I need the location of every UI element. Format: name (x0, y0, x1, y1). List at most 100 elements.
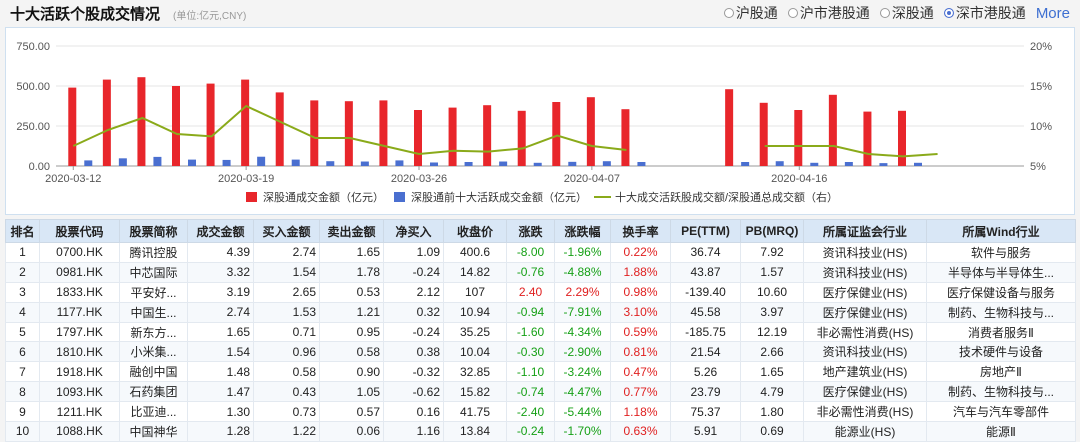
table-cell: 1797.HK (39, 321, 120, 343)
table-cell: -185.75 (670, 321, 741, 343)
table-cell: 中国神华 (119, 421, 188, 442)
table-cell: 1211.HK (39, 401, 120, 423)
table-cell: 0.73 (253, 401, 320, 423)
table-cell: 非必需性消费(HS) (803, 401, 927, 423)
table-row[interactable]: 2 0981.HK 中芯国际 3.32 1.54 1.78 -0.24 14.82 -0.76-… (5, 261, 1076, 283)
column-header[interactable]: 涨跌 (506, 219, 555, 243)
table-cell: 腾讯控股 (119, 242, 188, 263)
table-cell: 0.63% (610, 421, 671, 442)
table-cell: 新东方... (119, 321, 188, 343)
column-header[interactable]: PE(TTM) (670, 219, 741, 243)
column-header[interactable]: 所属Wind行业 (926, 219, 1076, 243)
table-row[interactable]: 4 1177.HK 中国生... 2.74 1.53 1.21 0.32 10.94 -0.94… (5, 301, 1076, 323)
table-cell: 0.38 (383, 341, 444, 363)
table-cell: 房地产Ⅱ (926, 361, 1076, 383)
column-header[interactable]: 净买入 (383, 219, 444, 243)
table-cell: 融创中国 (119, 361, 188, 383)
table-row[interactable]: 6 1810.HK 小米集... 1.54 0.96 0.58 0.38 10.04 -0.30… (5, 341, 1076, 363)
radio-shengutong[interactable]: 深股通 (879, 3, 934, 23)
more-link[interactable]: More (1035, 4, 1070, 22)
radio-dot-selected-icon (943, 8, 954, 18)
table-cell: 8 (5, 381, 40, 403)
y-tick-label-right: 15% (1030, 81, 1052, 93)
bar-top10-turnover (222, 159, 231, 166)
table-cell: -1.60 (506, 321, 555, 343)
table-cell: 1.57 (740, 261, 804, 283)
table-cell: 0.47% (610, 361, 671, 383)
column-header[interactable]: 所属证监会行业 (803, 219, 927, 243)
column-header[interactable]: 卖出金额 (319, 219, 384, 243)
table-cell: 3.19 (187, 281, 254, 303)
table-row[interactable]: 9 1211.HK 比亚迪... 1.30 0.73 0.57 0.16 41.75 -2.40… (5, 401, 1076, 423)
table-cell: 4.79 (740, 381, 804, 403)
bar-top10-turnover (533, 162, 542, 166)
table-cell: 0.58 (253, 361, 320, 383)
table-cell: 45.58 (670, 301, 741, 323)
radio-hugutong[interactable]: 沪股通 (723, 3, 778, 23)
legend-swatch (246, 192, 257, 202)
table-row[interactable]: 8 1093.HK 石药集团 1.47 0.43 1.05 -0.62 15.82 -0.74-… (5, 381, 1076, 403)
table-cell: 1.65 (187, 321, 254, 343)
bar-sz-turnover (759, 102, 768, 166)
y-tick-label-left: 250.00 (16, 121, 50, 133)
table-cell: -2.90% (554, 341, 611, 363)
column-header[interactable]: 换手率 (610, 219, 671, 243)
table-cell: 2.29% (554, 281, 611, 303)
table-row[interactable]: 10 1088.HK 中国神华 1.28 1.22 0.06 1.16 13.84 -0.24-… (5, 421, 1076, 442)
table-cell: 7.92 (740, 242, 804, 263)
bar-sz-turnover (172, 86, 180, 166)
table-cell: -3.24% (554, 361, 611, 383)
column-header[interactable]: 股票简称 (119, 219, 188, 243)
table-cell: 2 (5, 261, 40, 283)
table-cell: 3.32 (187, 261, 254, 283)
table-cell: 2.12 (383, 281, 444, 303)
table-cell: 3.10% (610, 301, 671, 323)
table-cell: 非必需性消费(HS) (803, 321, 927, 343)
table-cell: 13.84 (443, 421, 507, 442)
table-cell: 10.94 (443, 301, 507, 323)
radio-shenshi-ganggutong[interactable]: 深市港股通 (943, 3, 1026, 23)
table-cell: 6 (5, 341, 40, 363)
bar-sz-turnover (206, 83, 215, 166)
bar-top10-turnover (464, 162, 473, 166)
table-row[interactable]: 3 1833.HK 平安好... 3.19 2.65 0.53 2.12 107 2.40 2.2… (5, 281, 1076, 303)
column-header[interactable]: 涨跌幅 (554, 219, 611, 243)
radio-dot-icon (787, 8, 798, 18)
table-cell: -4.47% (554, 381, 611, 403)
table-cell: 36.74 (670, 242, 741, 263)
table-cell: -4.34% (554, 321, 611, 343)
bar-sz-turnover (794, 110, 803, 166)
table-cell: 1918.HK (39, 361, 120, 383)
table-cell: 5 (5, 321, 40, 343)
bar-sz-turnover (241, 79, 250, 166)
table-cell: 0.43 (253, 381, 320, 403)
table-cell: 2.74 (187, 301, 254, 323)
table-cell: 0.58 (319, 341, 384, 363)
bar-top10-turnover (844, 162, 853, 166)
table-cell: 3.97 (740, 301, 804, 323)
table-cell: -1.10 (506, 361, 555, 383)
table-row[interactable]: 5 1797.HK 新东方... 1.65 0.71 0.95 -0.24 35.25 -1.6… (5, 321, 1076, 343)
column-header[interactable]: PB(MRQ) (740, 219, 804, 243)
table-cell: -0.62 (383, 381, 444, 403)
table-row[interactable]: 1 0700.HK 腾讯控股 4.39 2.74 1.65 1.09 400.6 -8.00 -1… (5, 242, 1076, 263)
table-row[interactable]: 7 1918.HK 融创中国 1.48 0.58 0.90 -0.32 32.85 -1.10-… (5, 361, 1076, 383)
unit-note: (单位:亿元,CNY) (173, 11, 247, 22)
radio-dot-icon (879, 8, 890, 18)
table-cell: 软件与服务 (926, 242, 1076, 263)
table-cell: 0.59% (610, 321, 671, 343)
chart-panel: 750.00 500.00 250.00 0.00 20% 15% 10% 5% 2020-03… (5, 27, 1075, 215)
bar-sz-turnover (379, 100, 388, 166)
table-cell: 41.75 (443, 401, 507, 423)
column-header[interactable]: 收盘价 (443, 219, 507, 243)
radio-label: 深市港股通 (955, 5, 1026, 21)
column-header[interactable]: 股票代码 (39, 219, 120, 243)
column-header[interactable]: 成交金额 (187, 219, 254, 243)
column-header[interactable]: 买入金额 (253, 219, 320, 243)
radio-hushi-ganggutong[interactable]: 沪市港股通 (787, 3, 870, 23)
table-cell: 0700.HK (39, 242, 120, 263)
table-cell: -2.40 (506, 401, 555, 423)
column-header[interactable]: 排名 (5, 219, 40, 243)
table-cell: 2.65 (253, 281, 320, 303)
table-cell: 0.69 (740, 421, 804, 442)
